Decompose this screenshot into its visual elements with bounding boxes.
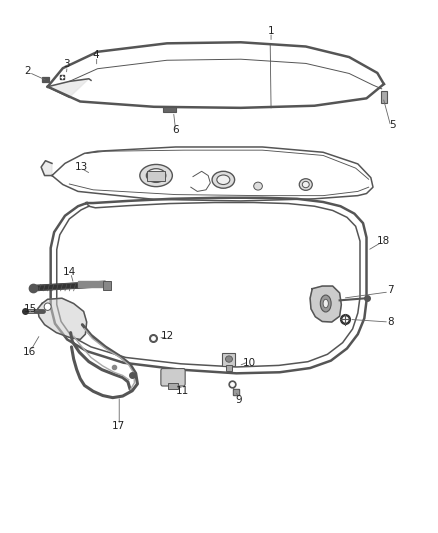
Polygon shape bbox=[38, 298, 87, 340]
Ellipse shape bbox=[323, 300, 328, 308]
Polygon shape bbox=[41, 161, 52, 175]
Bar bbox=[168, 383, 178, 389]
Text: 10: 10 bbox=[243, 358, 256, 368]
Text: 12: 12 bbox=[161, 332, 174, 341]
Text: 14: 14 bbox=[63, 267, 76, 277]
Ellipse shape bbox=[140, 165, 173, 187]
Polygon shape bbox=[32, 281, 105, 291]
Text: 17: 17 bbox=[112, 421, 125, 431]
Ellipse shape bbox=[302, 181, 309, 188]
Text: 9: 9 bbox=[235, 395, 242, 405]
Text: 6: 6 bbox=[172, 125, 179, 135]
Ellipse shape bbox=[226, 356, 233, 362]
Bar bbox=[226, 365, 232, 371]
Ellipse shape bbox=[217, 175, 230, 184]
Bar bbox=[163, 107, 177, 111]
Text: 1: 1 bbox=[268, 26, 274, 36]
Text: 8: 8 bbox=[387, 317, 394, 327]
Polygon shape bbox=[78, 281, 105, 287]
Bar bbox=[223, 353, 236, 366]
Ellipse shape bbox=[320, 295, 331, 312]
Text: 15: 15 bbox=[24, 304, 37, 314]
Ellipse shape bbox=[299, 179, 312, 190]
Ellipse shape bbox=[254, 182, 262, 190]
Text: 5: 5 bbox=[389, 120, 396, 130]
Text: 7: 7 bbox=[387, 285, 394, 295]
Ellipse shape bbox=[44, 303, 51, 310]
Bar bbox=[148, 171, 165, 181]
Polygon shape bbox=[310, 286, 341, 322]
Text: 3: 3 bbox=[63, 60, 70, 69]
Text: 18: 18 bbox=[376, 236, 390, 246]
Text: 2: 2 bbox=[24, 66, 31, 76]
Text: 11: 11 bbox=[176, 386, 189, 396]
Ellipse shape bbox=[146, 168, 166, 182]
Bar bbox=[42, 77, 49, 83]
Polygon shape bbox=[48, 79, 89, 98]
Text: 4: 4 bbox=[92, 50, 99, 60]
Text: 13: 13 bbox=[74, 162, 88, 172]
Text: 16: 16 bbox=[22, 347, 35, 357]
Ellipse shape bbox=[212, 171, 235, 188]
Bar bbox=[381, 91, 387, 102]
FancyBboxPatch shape bbox=[161, 368, 185, 386]
Bar bbox=[103, 281, 110, 290]
